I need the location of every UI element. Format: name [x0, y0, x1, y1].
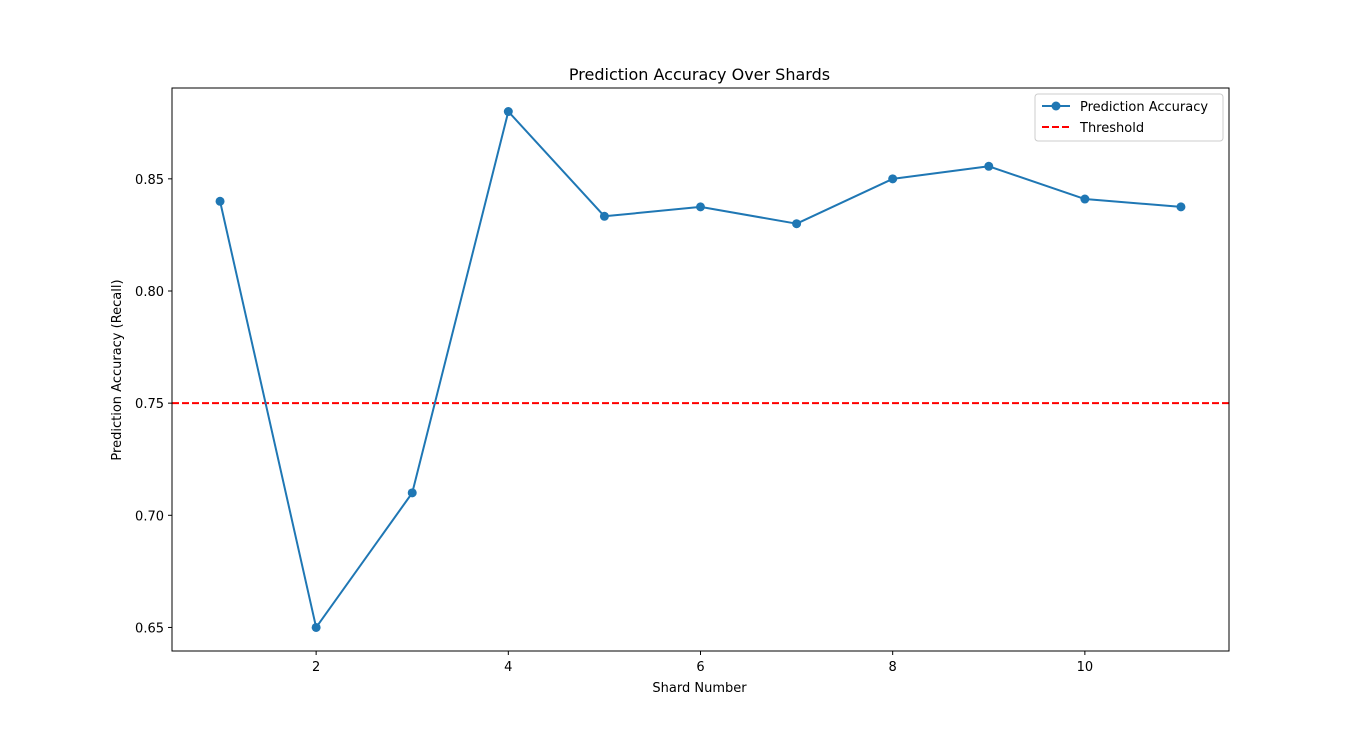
- y-axis-label: Prediction Accuracy (Recall): [110, 279, 125, 460]
- x-tick-label: 6: [696, 660, 704, 675]
- data-point: [503, 107, 513, 117]
- y-tick-label: 0.85: [135, 173, 164, 188]
- y-tick-label: 0.70: [135, 509, 164, 524]
- data-point: [792, 219, 802, 229]
- data-point: [407, 488, 417, 498]
- legend-swatch-marker: [1051, 101, 1061, 111]
- y-tick-label: 0.75: [135, 397, 164, 412]
- data-point: [311, 622, 321, 632]
- data-point: [215, 196, 225, 206]
- x-axis-label: Shard Number: [652, 681, 747, 696]
- legend: Prediction Accuracy Threshold: [1034, 93, 1224, 142]
- chart-title: Prediction Accuracy Over Shards: [569, 65, 830, 84]
- x-tick-label: 2: [312, 660, 320, 675]
- legend-label: Prediction Accuracy: [1080, 100, 1208, 115]
- data-point: [696, 202, 705, 212]
- x-tick-label: 10: [1077, 660, 1094, 675]
- y-tick-label: 0.80: [135, 285, 164, 300]
- legend-label: Threshold: [1079, 121, 1144, 136]
- data-point: [1080, 194, 1090, 204]
- data-point: [599, 211, 609, 221]
- data-point: [1176, 202, 1186, 212]
- legend-box: [1034, 93, 1224, 142]
- data-point: [888, 174, 898, 184]
- x-tick-label: 8: [889, 660, 897, 675]
- data-point: [984, 161, 994, 171]
- axis-ticks: 2 4 6 8 10 0.65 0.70 0.75 0.80 0.85: [135, 173, 1093, 675]
- x-tick-label: 4: [504, 660, 512, 675]
- y-tick-label: 0.65: [135, 621, 164, 636]
